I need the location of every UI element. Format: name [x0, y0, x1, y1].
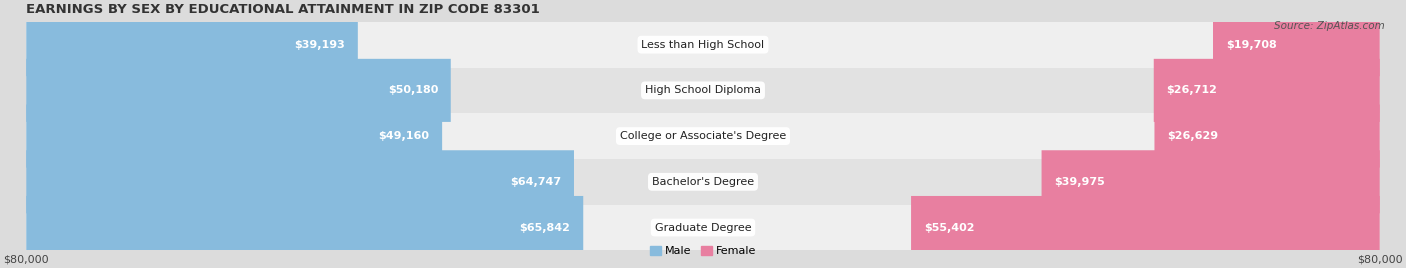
Text: $64,747: $64,747	[510, 177, 561, 187]
Bar	[27, 22, 1379, 68]
Text: $50,180: $50,180	[388, 85, 439, 95]
Bar	[27, 113, 1379, 159]
FancyBboxPatch shape	[27, 59, 451, 122]
Text: Less than High School: Less than High School	[641, 40, 765, 50]
Bar	[27, 159, 1379, 205]
Bar	[27, 205, 1379, 250]
Text: $26,712: $26,712	[1167, 85, 1218, 95]
Text: Bachelor's Degree: Bachelor's Degree	[652, 177, 754, 187]
FancyBboxPatch shape	[1154, 105, 1379, 168]
FancyBboxPatch shape	[1154, 59, 1379, 122]
Text: $26,629: $26,629	[1167, 131, 1218, 141]
Text: $39,975: $39,975	[1054, 177, 1105, 187]
Text: $65,842: $65,842	[520, 222, 571, 233]
FancyBboxPatch shape	[911, 196, 1379, 259]
FancyBboxPatch shape	[27, 105, 441, 168]
FancyBboxPatch shape	[27, 150, 574, 213]
Text: Graduate Degree: Graduate Degree	[655, 222, 751, 233]
FancyBboxPatch shape	[1042, 150, 1379, 213]
FancyBboxPatch shape	[27, 196, 583, 259]
FancyBboxPatch shape	[1213, 13, 1379, 76]
Text: College or Associate's Degree: College or Associate's Degree	[620, 131, 786, 141]
Text: EARNINGS BY SEX BY EDUCATIONAL ATTAINMENT IN ZIP CODE 83301: EARNINGS BY SEX BY EDUCATIONAL ATTAINMEN…	[27, 3, 540, 16]
Text: High School Diploma: High School Diploma	[645, 85, 761, 95]
Text: Source: ZipAtlas.com: Source: ZipAtlas.com	[1274, 21, 1385, 31]
Text: $39,193: $39,193	[294, 40, 344, 50]
Legend: Male, Female: Male, Female	[650, 246, 756, 256]
Text: $55,402: $55,402	[924, 222, 974, 233]
Text: $19,708: $19,708	[1226, 40, 1277, 50]
Bar	[27, 68, 1379, 113]
Text: $49,160: $49,160	[378, 131, 429, 141]
FancyBboxPatch shape	[27, 13, 357, 76]
